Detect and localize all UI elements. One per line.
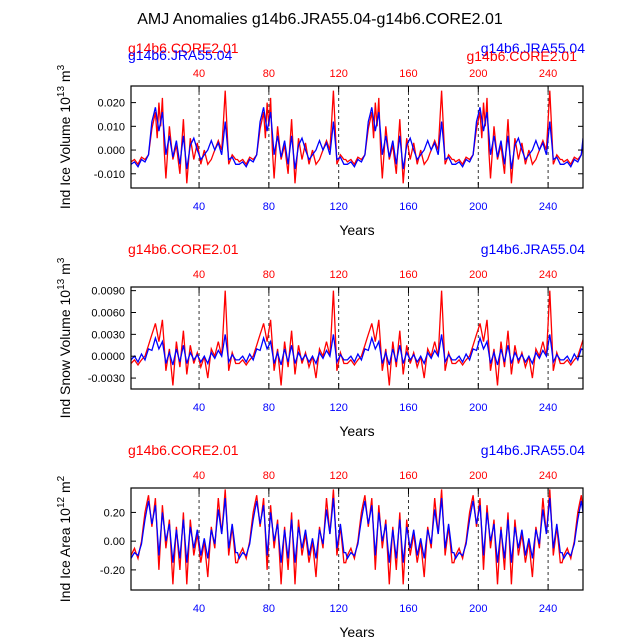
xtick-label-bottom: 160 bbox=[399, 402, 417, 414]
ytick-label: 0.00 bbox=[104, 536, 125, 548]
series-line-jra bbox=[131, 498, 583, 563]
xtick-label-bottom: 200 bbox=[469, 603, 487, 615]
series-line-core bbox=[131, 90, 583, 184]
ytick-label: -0.0030 bbox=[88, 373, 125, 385]
xtick-label-top: 80 bbox=[263, 68, 275, 80]
xtick-label-top: 160 bbox=[399, 269, 417, 281]
xtick-label-bottom: 120 bbox=[329, 201, 347, 213]
y-axis-label: Ind Ice Volume 1013 m3 bbox=[56, 64, 73, 209]
x-axis-label: Years bbox=[339, 624, 374, 638]
y-axis-label: Ind Ice Area 1012 m2 bbox=[56, 475, 73, 602]
ytick-label: 0.0090 bbox=[91, 286, 125, 298]
panel-3: -0.20 0.00 0.20 40 40 80 80 120 120 160 160 200 200 2… bbox=[56, 442, 585, 638]
xtick-label-top: 160 bbox=[399, 68, 417, 80]
xtick-label-bottom: 40 bbox=[193, 402, 205, 414]
legend-jra: g14b6.JRA55.04 bbox=[481, 40, 586, 56]
xtick-label-top: 200 bbox=[469, 68, 487, 80]
xtick-label-top: 120 bbox=[329, 470, 347, 482]
panel-1: -0.010 0.000 0.010 0.020 40 40 80 80 120 120 160 16… bbox=[56, 40, 585, 238]
xtick-label-bottom: 200 bbox=[469, 201, 487, 213]
xtick-label-top: 200 bbox=[469, 269, 487, 281]
series-line-core bbox=[131, 290, 583, 386]
ytick-label: -0.20 bbox=[100, 565, 125, 577]
xtick-label-bottom: 240 bbox=[539, 603, 557, 615]
legend-overlap-right: g14b6.CORE2.01 bbox=[466, 48, 577, 64]
xtick-label-bottom: 200 bbox=[469, 402, 487, 414]
xtick-label-bottom: 80 bbox=[263, 603, 275, 615]
ytick-label: -0.010 bbox=[94, 169, 125, 181]
xtick-label-bottom: 80 bbox=[263, 402, 275, 414]
xtick-label-top: 40 bbox=[193, 470, 205, 482]
xtick-label-top: 120 bbox=[329, 269, 347, 281]
series-line-jra bbox=[131, 334, 583, 366]
series-group bbox=[131, 489, 583, 585]
xtick-label-bottom: 80 bbox=[263, 201, 275, 213]
xtick-label-top: 240 bbox=[539, 470, 557, 482]
xtick-label-bottom: 40 bbox=[193, 201, 205, 213]
plot-frame bbox=[130, 487, 584, 591]
xtick-label-top: 240 bbox=[539, 68, 557, 80]
ytick-label: 0.000 bbox=[97, 145, 125, 157]
ytick-label: 0.010 bbox=[97, 121, 125, 133]
xtick-label-top: 200 bbox=[469, 470, 487, 482]
xtick-label-top: 120 bbox=[329, 68, 347, 80]
ytick-label: 0.0030 bbox=[91, 329, 125, 341]
xtick-label-top: 160 bbox=[399, 470, 417, 482]
x-axis-label: Years bbox=[339, 423, 374, 439]
legend-overlap-left: g14b6.JRA55.04 bbox=[128, 47, 233, 63]
xtick-label-bottom: 160 bbox=[399, 201, 417, 213]
x-axis-label: Years bbox=[339, 222, 374, 238]
xtick-label-top: 80 bbox=[263, 470, 275, 482]
legend-jra: g14b6.JRA55.04 bbox=[481, 241, 586, 257]
series-group bbox=[131, 290, 583, 386]
plot-frame bbox=[130, 286, 584, 390]
series-line-jra bbox=[131, 107, 583, 170]
xtick-label-bottom: 40 bbox=[193, 603, 205, 615]
xtick-label-top: 40 bbox=[193, 68, 205, 80]
xtick-label-bottom: 120 bbox=[329, 603, 347, 615]
xtick-label-top: 40 bbox=[193, 269, 205, 281]
xtick-label-top: 80 bbox=[263, 269, 275, 281]
series-group bbox=[131, 90, 583, 184]
plot-frame bbox=[130, 85, 584, 189]
y-axis-label: Ind Snow Volume 1013 m3 bbox=[56, 257, 73, 418]
ytick-label: 0.020 bbox=[97, 98, 125, 110]
panels: -0.010 0.000 0.010 0.020 40 40 80 80 120 120 160 16… bbox=[56, 40, 585, 638]
xtick-label-bottom: 160 bbox=[399, 603, 417, 615]
ytick-label: 0.20 bbox=[104, 507, 125, 519]
ytick-label: 0.0060 bbox=[91, 308, 125, 320]
panel-2: -0.0030 0.0000 0.0030 0.0060 0.0090 40 40 80 80 1… bbox=[56, 241, 585, 439]
legend-core: g14b6.CORE2.01 bbox=[128, 241, 239, 257]
xtick-label-bottom: 240 bbox=[539, 201, 557, 213]
legend-core: g14b6.CORE2.01 bbox=[128, 40, 239, 56]
xtick-label-top: 240 bbox=[539, 269, 557, 281]
legend-jra: g14b6.JRA55.04 bbox=[481, 442, 586, 458]
xtick-label-bottom: 120 bbox=[329, 402, 347, 414]
xtick-label-bottom: 240 bbox=[539, 402, 557, 414]
ytick-label: 0.0000 bbox=[91, 351, 125, 363]
figure-title: AMJ Anomalies g14b6.JRA55.04-g14b6.CORE2… bbox=[137, 11, 503, 28]
legend-core: g14b6.CORE2.01 bbox=[128, 442, 239, 458]
